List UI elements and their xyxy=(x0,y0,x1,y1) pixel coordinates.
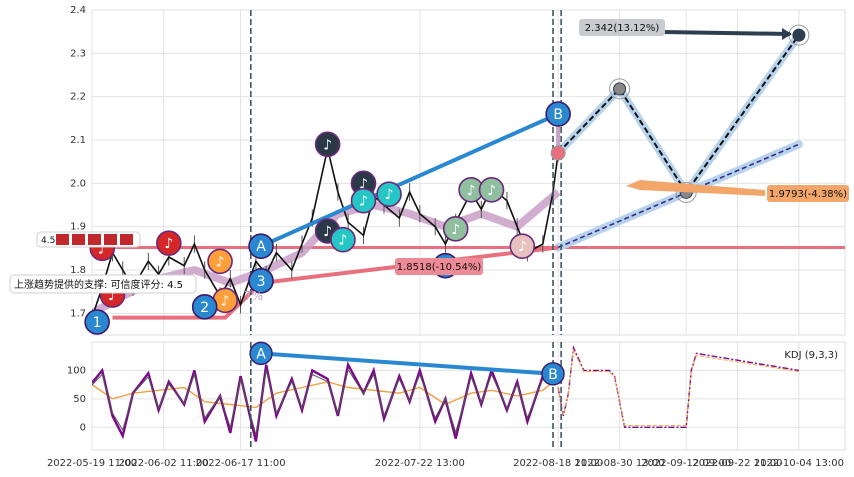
kdj-point-label: B xyxy=(548,367,558,383)
kdj-content xyxy=(92,345,800,442)
music-note-icon: ♪ xyxy=(467,183,476,199)
music-note-marker xyxy=(478,177,505,203)
music-note-marker xyxy=(156,230,182,256)
price-panel: 1.7 1.8 1.9 2.0 2.1 2.2 2.3 2.4 ♪ ♪ ♪ ♪ ♪ ♪ ♪ ♪ ♪ ♪ ♪ ♪ ♪ ♪ ♪… xyxy=(9,5,849,336)
price-y-tick-label: 2.4 xyxy=(70,5,86,16)
music-note-icon: ♪ xyxy=(359,194,368,210)
music-note-icon: ♪ xyxy=(359,176,368,192)
music-note-icon: ♪ xyxy=(385,187,394,203)
price-y-tick-label: 2.1 xyxy=(70,135,86,146)
music-note-marker xyxy=(376,181,402,207)
kdj-forecast-d-line xyxy=(557,348,799,427)
price-y-tick-label: 1.7 xyxy=(70,308,86,319)
music-note-marker xyxy=(509,233,536,259)
kdj-plot-area xyxy=(91,341,846,451)
music-note-icon: ♪ xyxy=(323,137,332,153)
price-y-tick-label: 2.3 xyxy=(70,48,86,59)
x-tick-label: 2022-09-22 11:00 xyxy=(692,458,782,469)
music-note-icon: ♪ xyxy=(164,236,173,252)
rating-value: 4.5 xyxy=(41,236,55,246)
rating-icon xyxy=(120,234,133,245)
kdj-point-marker xyxy=(541,362,565,386)
x-tick-label: 2022-06-02 11:00 xyxy=(119,458,209,469)
x-tick-label: 2022-07-22 13:00 xyxy=(375,458,465,469)
kdj-point-marker xyxy=(249,341,273,366)
wave-point-label: 3 xyxy=(257,274,266,290)
x-tick-label: 2022-09-12 09:00 xyxy=(641,458,731,469)
kdj-point-label: A xyxy=(256,346,266,362)
support-text-box xyxy=(9,274,197,294)
music-note-icon: ♪ xyxy=(518,239,527,255)
music-note-icon: ♪ xyxy=(487,183,496,199)
forecast-node xyxy=(792,28,806,42)
x-tick-label: 2022-06-17 11:00 xyxy=(195,458,285,469)
x-tick-label: 2022-08-18 11:00 xyxy=(513,458,603,469)
forecast-node-ring xyxy=(609,78,631,100)
music-note-icon: ♪ xyxy=(339,233,348,249)
forecast-trend-line xyxy=(557,143,800,249)
kdj-legend: KDJ (9,3,3) xyxy=(784,350,838,361)
rating-icon xyxy=(88,234,101,245)
music-note-marker xyxy=(442,216,469,242)
kdj-j-line xyxy=(92,368,554,435)
kdj-y-tick-label: 50 xyxy=(73,394,86,405)
support-label: 1.8518(-10.54%) xyxy=(397,262,482,273)
price-y-tick-label: 2.2 xyxy=(70,92,86,103)
music-note-marker xyxy=(314,131,341,158)
music-note-icon: ♪ xyxy=(221,293,230,309)
kdj-ab-line xyxy=(260,351,554,376)
forecast-node xyxy=(613,82,627,96)
wave-point-marker xyxy=(248,268,274,294)
wave-point-label: 1 xyxy=(93,315,102,331)
ab-trend-line xyxy=(260,112,559,248)
x-tick-label: 2022-05-19 11:00 xyxy=(47,458,137,469)
target-high-label: 2.342(13.12%) xyxy=(585,23,660,34)
target-high-arrow xyxy=(662,30,791,36)
x-tick-label: 2022-08-30 13:00 xyxy=(575,458,665,469)
support-box xyxy=(395,258,483,275)
x-tick-label: 2022-10-04 13:00 xyxy=(754,458,844,469)
target-high-arrowhead xyxy=(782,28,792,40)
wave-point-label: B xyxy=(553,107,563,123)
target-low-arrow xyxy=(626,180,765,196)
target-low-label: 1.9793(-4.38%) xyxy=(769,189,847,200)
music-note-icon: ♪ xyxy=(323,224,332,240)
percent-fragment: 7% xyxy=(244,289,263,303)
kdj-y-tick-label: 100 xyxy=(67,365,86,376)
price-y-tick-label: 1.8 xyxy=(70,265,86,276)
wave-point-marker xyxy=(545,101,571,127)
price-y-tick-label: 2.0 xyxy=(70,178,86,189)
price-y-tick-label: 1.9 xyxy=(70,222,86,233)
target-high-box xyxy=(579,19,665,36)
wave-point-label: 2 xyxy=(200,300,209,316)
forecast-path xyxy=(557,34,800,195)
wave-point-marker xyxy=(191,294,218,320)
music-note-marker xyxy=(330,226,356,253)
music-note-marker xyxy=(350,187,377,214)
music-note-icon: ♪ xyxy=(108,288,117,304)
wave-point-marker xyxy=(248,233,274,259)
last-price-marker xyxy=(550,145,566,161)
music-note-icon: ♪ xyxy=(216,254,225,270)
music-note-marker xyxy=(207,248,233,275)
music-note-icon: ♪ xyxy=(98,241,107,257)
price-annotations: ♪♪♪♪♪♪♪♪♪♪♪♪♪♪♪123A4B2.342(13.12%)1.9793… xyxy=(9,10,849,335)
wave-point-marker xyxy=(84,309,110,335)
kdj-y-tick-label: 0 xyxy=(80,422,86,433)
rating-icon xyxy=(72,234,85,245)
music-note-icon: ♪ xyxy=(451,222,460,238)
target-low-box xyxy=(767,185,849,202)
rating-icon xyxy=(56,234,69,245)
kdj-y-ticks: 0 50 100 xyxy=(67,365,86,433)
rating-icon xyxy=(104,234,117,245)
kdj-annotations: AB xyxy=(249,341,565,450)
price-y-ticks: 1.7 1.8 1.9 2.0 2.1 2.2 2.3 2.4 xyxy=(70,5,86,319)
support-text: 上涨趋势提供的支撑: 可信度评分: 4.5 xyxy=(14,278,183,291)
wave-point-label: A xyxy=(256,239,266,255)
